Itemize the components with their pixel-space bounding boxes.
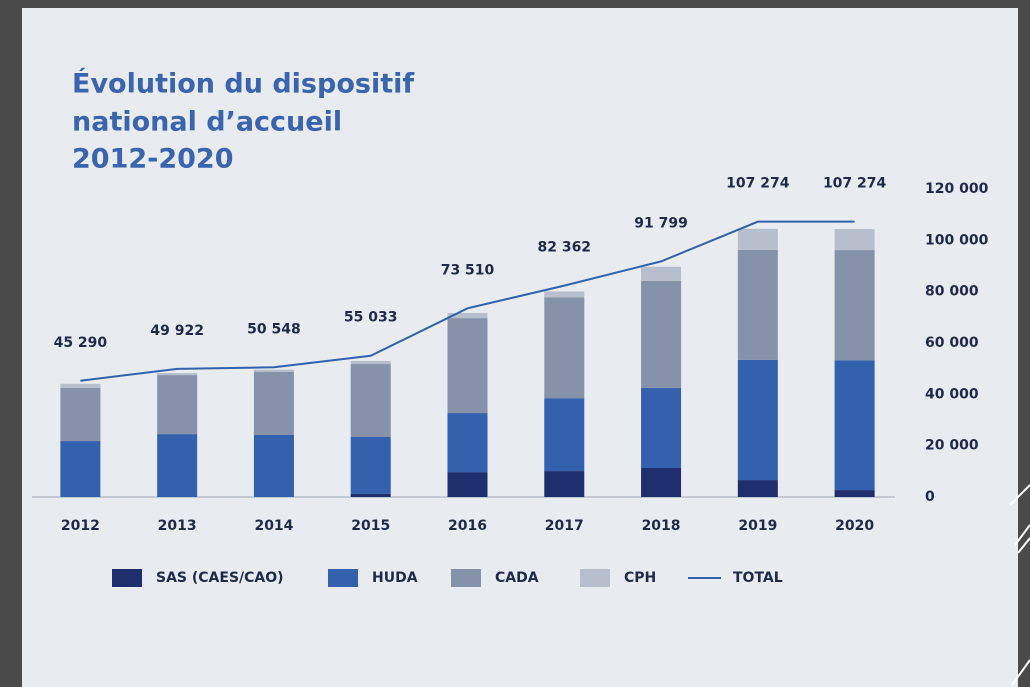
bar-segment	[447, 312, 488, 319]
bar-segment	[834, 360, 875, 491]
data-label: 50 548	[247, 321, 301, 337]
bar-segment	[641, 266, 682, 281]
x-tick-label: 2017	[545, 518, 584, 534]
bar-segment	[60, 441, 101, 497]
legend-label: CPH	[624, 570, 656, 586]
x-tick-label: 2019	[738, 518, 777, 534]
data-label: 107 274	[726, 176, 790, 192]
bar-segment	[447, 472, 488, 497]
y-tick-label: 100 000	[925, 232, 989, 248]
legend-label: HUDA	[372, 570, 418, 586]
legend-label: TOTAL	[733, 570, 783, 586]
y-tick-label: 40 000	[925, 386, 979, 402]
data-label: 107 274	[823, 176, 887, 192]
data-label: 82 362	[537, 240, 591, 256]
decoration	[1009, 484, 1030, 686]
bar-segment	[737, 249, 778, 360]
bar-segment	[253, 434, 294, 497]
bar-segment	[157, 375, 198, 435]
bar-segment	[641, 467, 682, 497]
x-tick-label: 2013	[158, 518, 197, 534]
bar-segment	[350, 493, 391, 497]
legend-swatch	[451, 569, 481, 587]
x-tick-label: 2015	[351, 518, 390, 534]
bar-segment	[544, 297, 585, 399]
bar-segment	[157, 373, 198, 376]
bar-segment	[544, 471, 585, 497]
title-line: national d’accueil	[72, 107, 342, 138]
bar-segment	[350, 360, 391, 365]
x-tick-label: 2020	[835, 518, 874, 534]
bar-segment	[544, 291, 585, 298]
data-label: 55 033	[344, 310, 398, 326]
bar-segment	[447, 413, 488, 473]
legend-swatch	[580, 569, 610, 587]
y-tick-label: 60 000	[925, 335, 979, 351]
y-tick-label: 20 000	[925, 438, 979, 454]
chart-title: Évolution du dispositif national d’accue…	[72, 68, 414, 175]
legend-label: CADA	[495, 570, 539, 586]
bar-segment	[737, 480, 778, 497]
bar-segment	[253, 371, 294, 435]
bar-segment	[737, 359, 778, 481]
bar-segment	[641, 280, 682, 388]
y-tick-label: 80 000	[925, 284, 979, 300]
bar-segment	[737, 228, 778, 250]
total-line	[80, 220, 855, 382]
bar-segment	[834, 229, 875, 251]
x-tick-label: 2018	[642, 518, 681, 534]
bar-segment	[447, 318, 488, 414]
y-tick-label: 120 000	[925, 181, 989, 197]
x-tick-label: 2016	[448, 518, 487, 534]
bar-segment	[834, 250, 875, 361]
data-label: 49 922	[150, 323, 204, 339]
x-tick-label: 2014	[254, 518, 293, 534]
title-line: Évolution du dispositif	[72, 68, 414, 100]
data-label: 73 510	[441, 262, 495, 278]
bar-segment	[350, 436, 391, 494]
bar-segment	[253, 369, 294, 372]
bar-segment	[350, 364, 391, 437]
bar-segment	[157, 434, 198, 497]
legend-label: SAS (CAES/CAO)	[156, 570, 284, 586]
legend-swatch	[112, 569, 142, 587]
bar-segment	[60, 383, 101, 388]
data-label: 91 799	[634, 215, 688, 231]
x-tick-label: 2012	[61, 518, 100, 534]
title-line: 2012-2020	[72, 144, 234, 175]
legend-swatch	[328, 569, 358, 587]
bar-segment	[544, 398, 585, 472]
bar-segment	[834, 490, 875, 497]
bar-segment	[641, 387, 682, 468]
y-tick-label: 0	[925, 489, 935, 505]
data-label: 45 290	[54, 335, 108, 351]
bar-segment	[60, 387, 101, 442]
